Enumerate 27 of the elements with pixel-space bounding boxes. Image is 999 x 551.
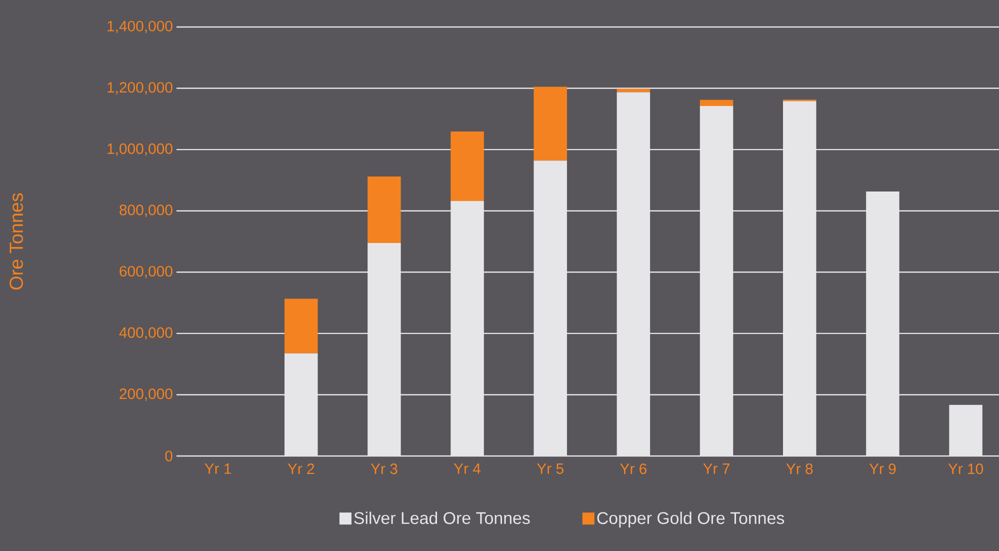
legend-label: Copper Gold Ore Tonnes (597, 512, 784, 528)
bar (368, 176, 401, 244)
bar (534, 86, 567, 161)
bar (284, 298, 318, 354)
legend-label: Silver Lead Ore Tonnes (354, 512, 530, 524)
x-tick-label: Yr 7 (703, 464, 730, 474)
x-tick-label: Yr 2 (288, 464, 314, 474)
y-tick-label: 1,400,000 (108, 20, 172, 34)
y-tick-label: 800,000 (120, 204, 172, 218)
y-tick-label: 600,000 (120, 266, 172, 278)
x-tick-label: Yr 1 (204, 464, 231, 474)
x-tick-label: Yr 9 (869, 464, 896, 474)
y-tick-label: 200,000 (120, 388, 172, 401)
x-tick-label: Yr 8 (786, 464, 813, 474)
y-tick-label: 1,000,000 (108, 143, 172, 156)
y-tick-label: 0 (165, 450, 172, 462)
bar (616, 88, 650, 92)
y-axis-title: Ore Tonnes (10, 193, 23, 290)
y-tick-label: 1,200,000 (108, 82, 172, 94)
x-tick-label: Yr 3 (370, 464, 398, 474)
x-tick-label: Yr 10 (948, 464, 984, 474)
bar (450, 131, 484, 202)
x-tick-label: Yr 4 (454, 464, 481, 474)
x-tick-label: Yr 6 (620, 464, 646, 474)
bar (700, 100, 734, 106)
y-tick-label: 400,000 (119, 327, 172, 340)
x-tick-label: Yr 5 (536, 464, 564, 474)
